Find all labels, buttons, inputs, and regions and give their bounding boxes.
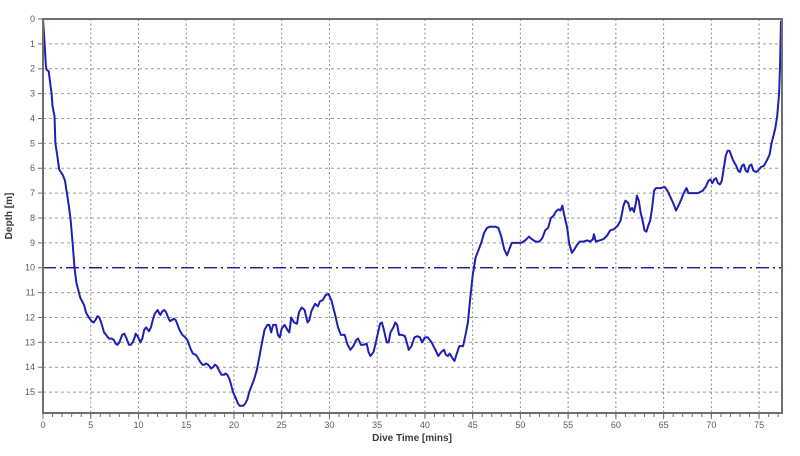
y-tick-label: 7	[30, 188, 35, 198]
y-axis-title: Depth [m]	[4, 193, 15, 240]
x-tick-label: 0	[40, 420, 45, 430]
x-tick-label: 40	[420, 420, 430, 430]
plot-border	[42, 18, 783, 414]
x-tick-label: 30	[324, 420, 334, 430]
y-tick-label: 11	[26, 288, 35, 298]
x-tick-label: 35	[372, 420, 382, 430]
y-tick-label: 15	[25, 387, 35, 397]
dive-profile-line	[42, 18, 782, 407]
y-tick-label: 4	[30, 113, 35, 123]
y-tick-label: 0	[30, 14, 35, 24]
x-tick-label: 5	[88, 420, 93, 430]
x-tick-label: 60	[611, 420, 621, 430]
y-tick-label: 2	[30, 64, 35, 74]
x-tick-label: 50	[515, 420, 525, 430]
x-tick-label: 75	[754, 420, 764, 430]
x-tick-label: 25	[277, 420, 287, 430]
plot-border-rect	[42, 18, 783, 414]
y-tick-label: 3	[30, 89, 35, 99]
y-tick-label: 12	[25, 312, 35, 322]
x-tick-label: 55	[563, 420, 573, 430]
y-tick-label: 6	[30, 163, 35, 173]
x-tick-label: 70	[706, 420, 716, 430]
y-tick-label: 9	[30, 238, 35, 248]
x-tick-label: 10	[133, 420, 143, 430]
x-axis-ticks: 0 5 10 15 20 25 30 35 40 45 50 55 60 65 70 75	[40, 414, 779, 430]
x-tick-label: 65	[659, 420, 669, 430]
x-axis-title: Dive Time [mins]	[372, 433, 452, 444]
y-tick-label: 10	[25, 263, 35, 273]
y-tick-label: 13	[25, 337, 35, 347]
y-tick-label: 5	[30, 138, 35, 148]
y-tick-label: 1	[30, 39, 35, 49]
y-tick-label: 8	[30, 213, 35, 223]
x-tick-label: 15	[181, 420, 191, 430]
y-tick-label: 14	[25, 362, 35, 372]
x-tick-label: 45	[468, 420, 478, 430]
profile-polyline	[42, 18, 782, 407]
x-tick-label: 20	[229, 420, 239, 430]
